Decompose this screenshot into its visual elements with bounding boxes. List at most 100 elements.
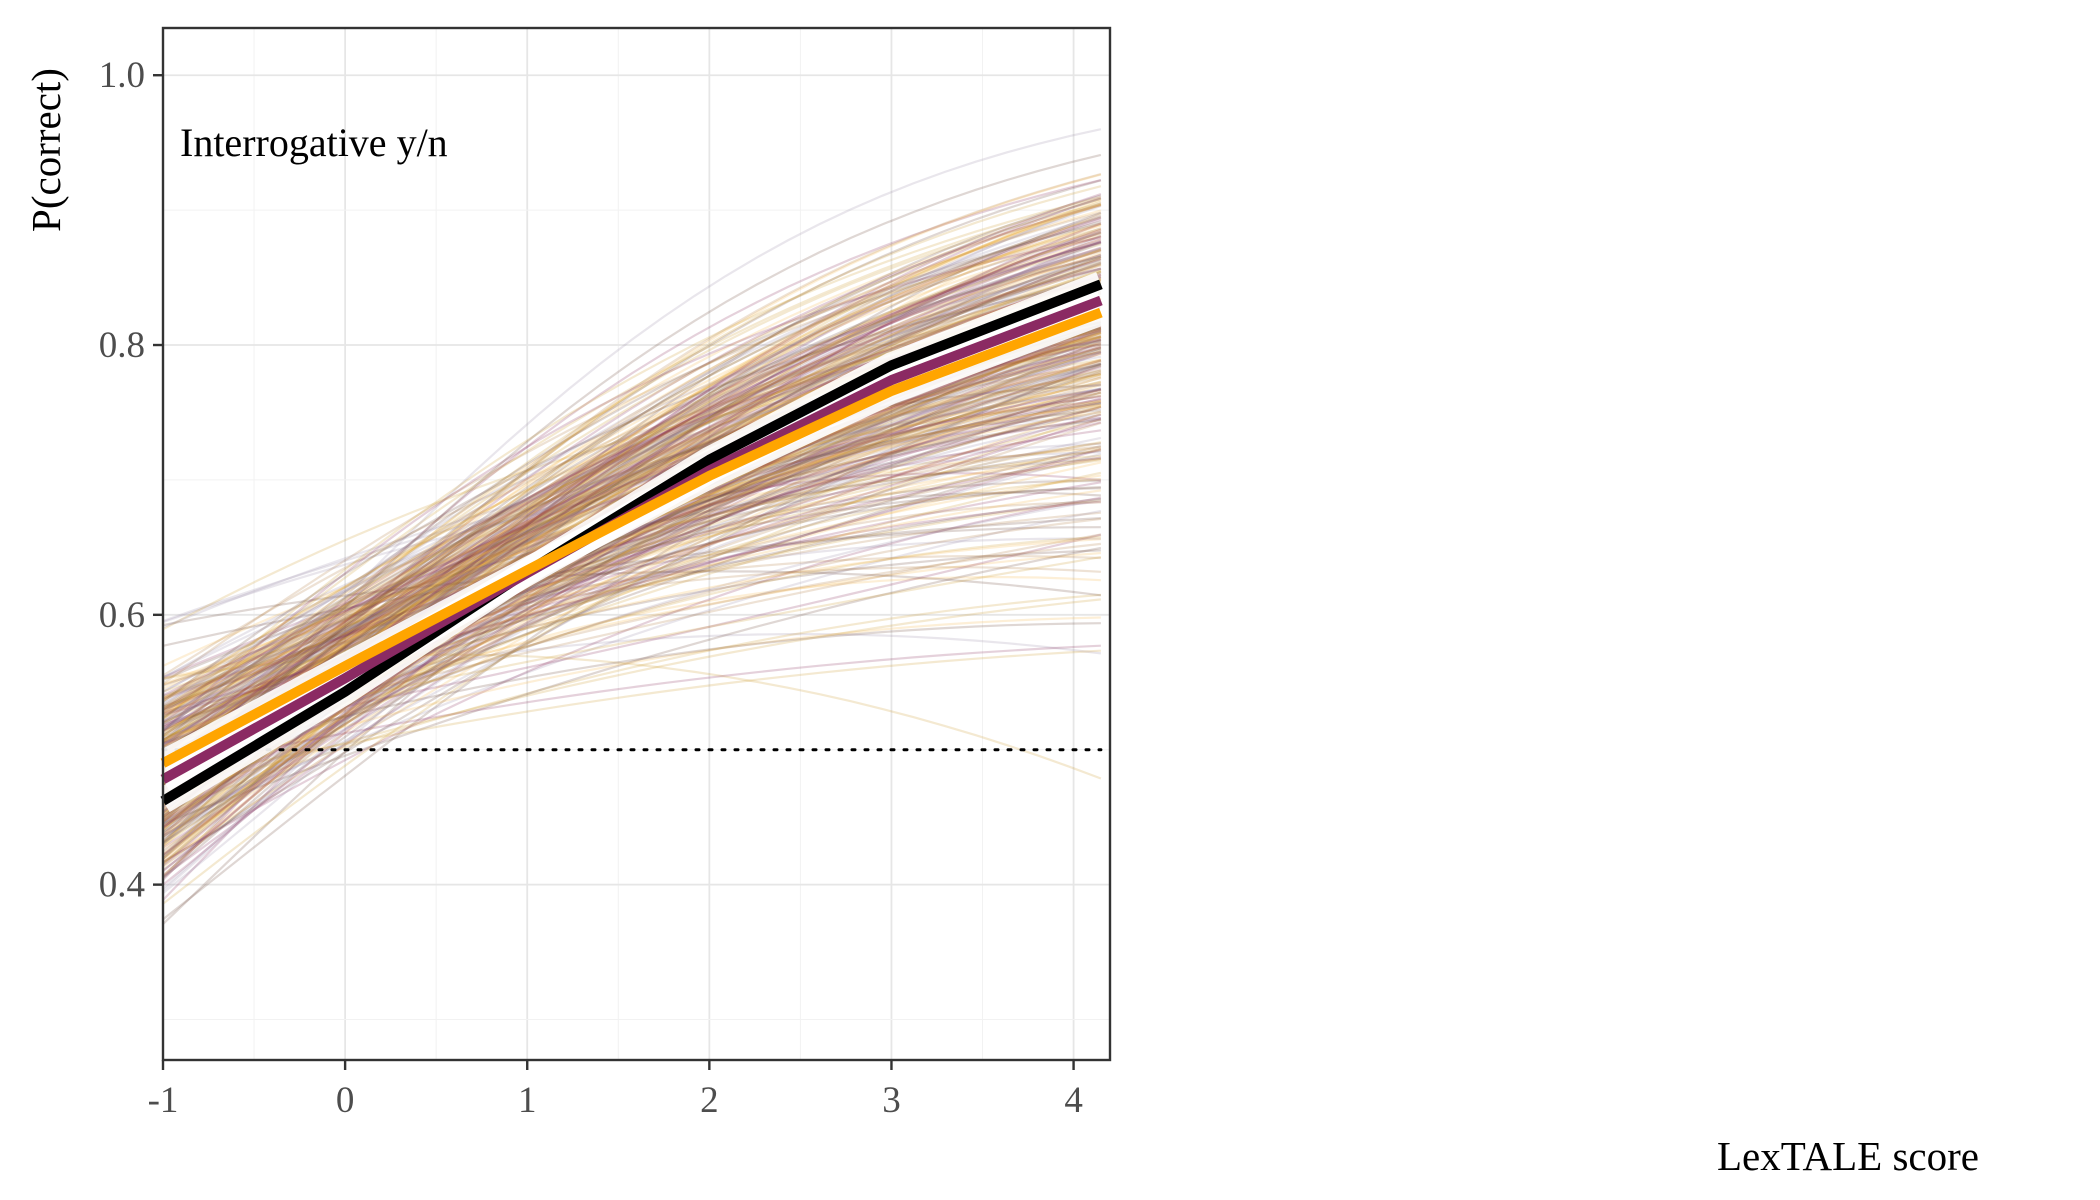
draw-line [162,276,1102,727]
draw-line [162,338,1102,872]
panel-background [163,28,1110,1060]
draw-line [162,449,1102,711]
draw-line [162,329,1102,838]
draw-line [162,255,1102,753]
draw-line [162,230,1102,685]
draw-line [162,383,1102,629]
draw-line [162,216,1102,747]
draw-line [162,406,1102,708]
draw-line [162,391,1102,735]
x-tick-label: 4 [1064,1080,1083,1121]
draw-line [162,240,1102,766]
draw-line [162,387,1102,623]
draw-line [162,198,1102,721]
draw-line [162,264,1102,739]
draw-line [162,283,1102,700]
draw-line [162,236,1102,733]
draw-line [162,252,1102,860]
draw-line [162,509,1102,828]
draw-line [162,247,1102,781]
draw-line [162,373,1102,700]
draw-line [162,246,1102,773]
draw-line [162,477,1101,847]
draw-line [162,255,1102,787]
draw-line [162,384,1101,732]
draw-line [162,376,1102,864]
draw-line [162,406,1102,701]
draw-line [162,417,1102,826]
draw-line [162,273,1102,786]
draw-line [162,622,1101,767]
draw-line [162,389,1102,667]
draw-line [162,235,1102,768]
x-tick-label: 3 [882,1080,901,1121]
x-tick-label: 2 [700,1080,719,1121]
draw-line [162,487,1101,741]
y-tick-label: 1.0 [99,55,145,96]
draw-line [162,185,1102,822]
draw-line [162,257,1102,754]
y-tick-label: 0.8 [99,325,145,366]
draw-line [162,204,1102,756]
draw-line [162,546,1102,825]
series-line-3 [160,307,1103,768]
draw-line [162,296,1102,787]
draw-line [162,173,1102,818]
x-tick-label: -1 [148,1080,179,1121]
draw-line [162,276,1102,755]
draw-line [162,254,1102,901]
draw-line [162,196,1102,721]
draw-line [162,388,1102,822]
draw-line [162,644,1101,772]
draw-line [162,327,1102,829]
draw-line [162,323,1102,867]
draw-line [162,496,1102,863]
draw-line [162,248,1102,771]
draw-line [162,570,1102,627]
draw-line [162,179,1102,791]
y-axis-title: P(correct) [23,68,69,232]
x-tick-label: 0 [336,1080,355,1121]
draw-line [162,153,1102,793]
draw-line [162,283,1102,748]
draw-line [162,537,1101,715]
draw-line [162,418,1102,724]
draw-line [162,240,1102,762]
draw-line [162,341,1102,849]
panel-border [161,26,1112,1062]
draw-line [162,359,1102,856]
draw-line [162,535,1101,805]
draw-line [162,566,1101,698]
draw-line [162,653,1102,780]
draw-line [162,220,1102,783]
draw-line [162,359,1102,837]
draw-line [162,267,1102,782]
draw-line [162,405,1102,905]
draw-line [162,413,1102,824]
draw-line [162,248,1102,747]
draw-line [162,255,1102,751]
x-axis-title: LexTALE score [1717,1133,1979,1179]
draw-line [162,222,1102,743]
draw-line [162,417,1101,679]
draw-line [162,229,1102,737]
draw-line [162,228,1102,872]
draw-line [162,397,1102,712]
draw-line [162,224,1102,718]
draw-line [162,278,1102,724]
draw-line [162,501,1101,838]
draw-line [162,330,1102,837]
draw-line [162,223,1102,802]
y-axis: 0.4 0.6 0.8 1.0 [99,55,163,906]
draw-line [162,267,1102,788]
draw-line [162,327,1102,856]
draw-line [162,405,1102,680]
draw-line [162,364,1102,833]
draw-line [162,250,1102,766]
draw-line [162,128,1102,782]
draw-line [162,263,1102,735]
draw-line [162,179,1102,788]
draw-line [162,275,1102,742]
draw-line [162,526,1101,700]
